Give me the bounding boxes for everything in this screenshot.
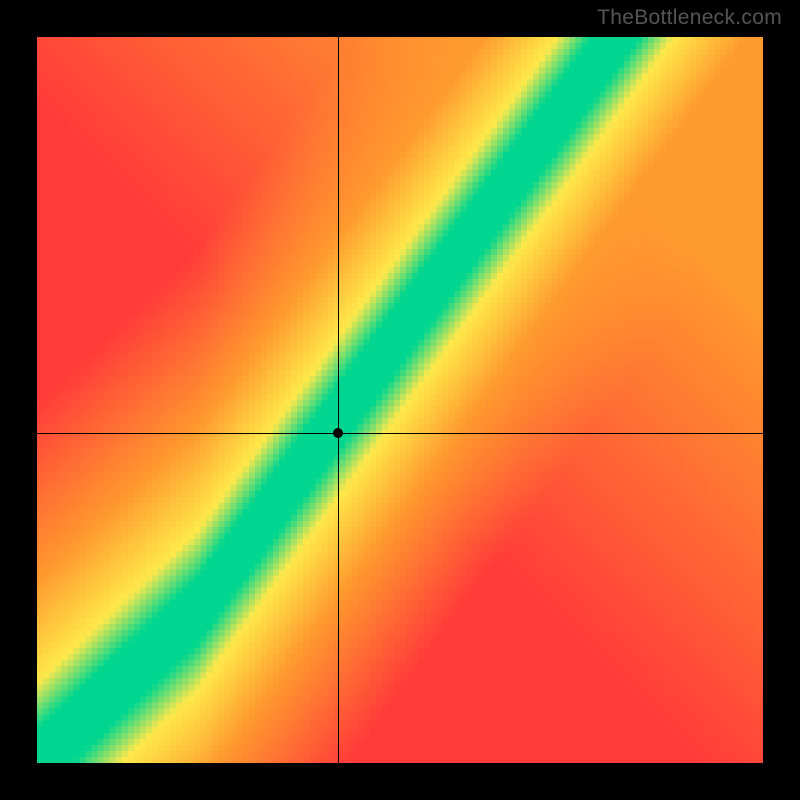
watermark-text: TheBottleneck.com (597, 6, 782, 30)
crosshair-marker (333, 428, 343, 438)
chart-container: TheBottleneck.com (0, 0, 800, 800)
heatmap-canvas (37, 37, 763, 763)
crosshair-horizontal (37, 433, 763, 434)
crosshair-vertical (338, 37, 339, 763)
